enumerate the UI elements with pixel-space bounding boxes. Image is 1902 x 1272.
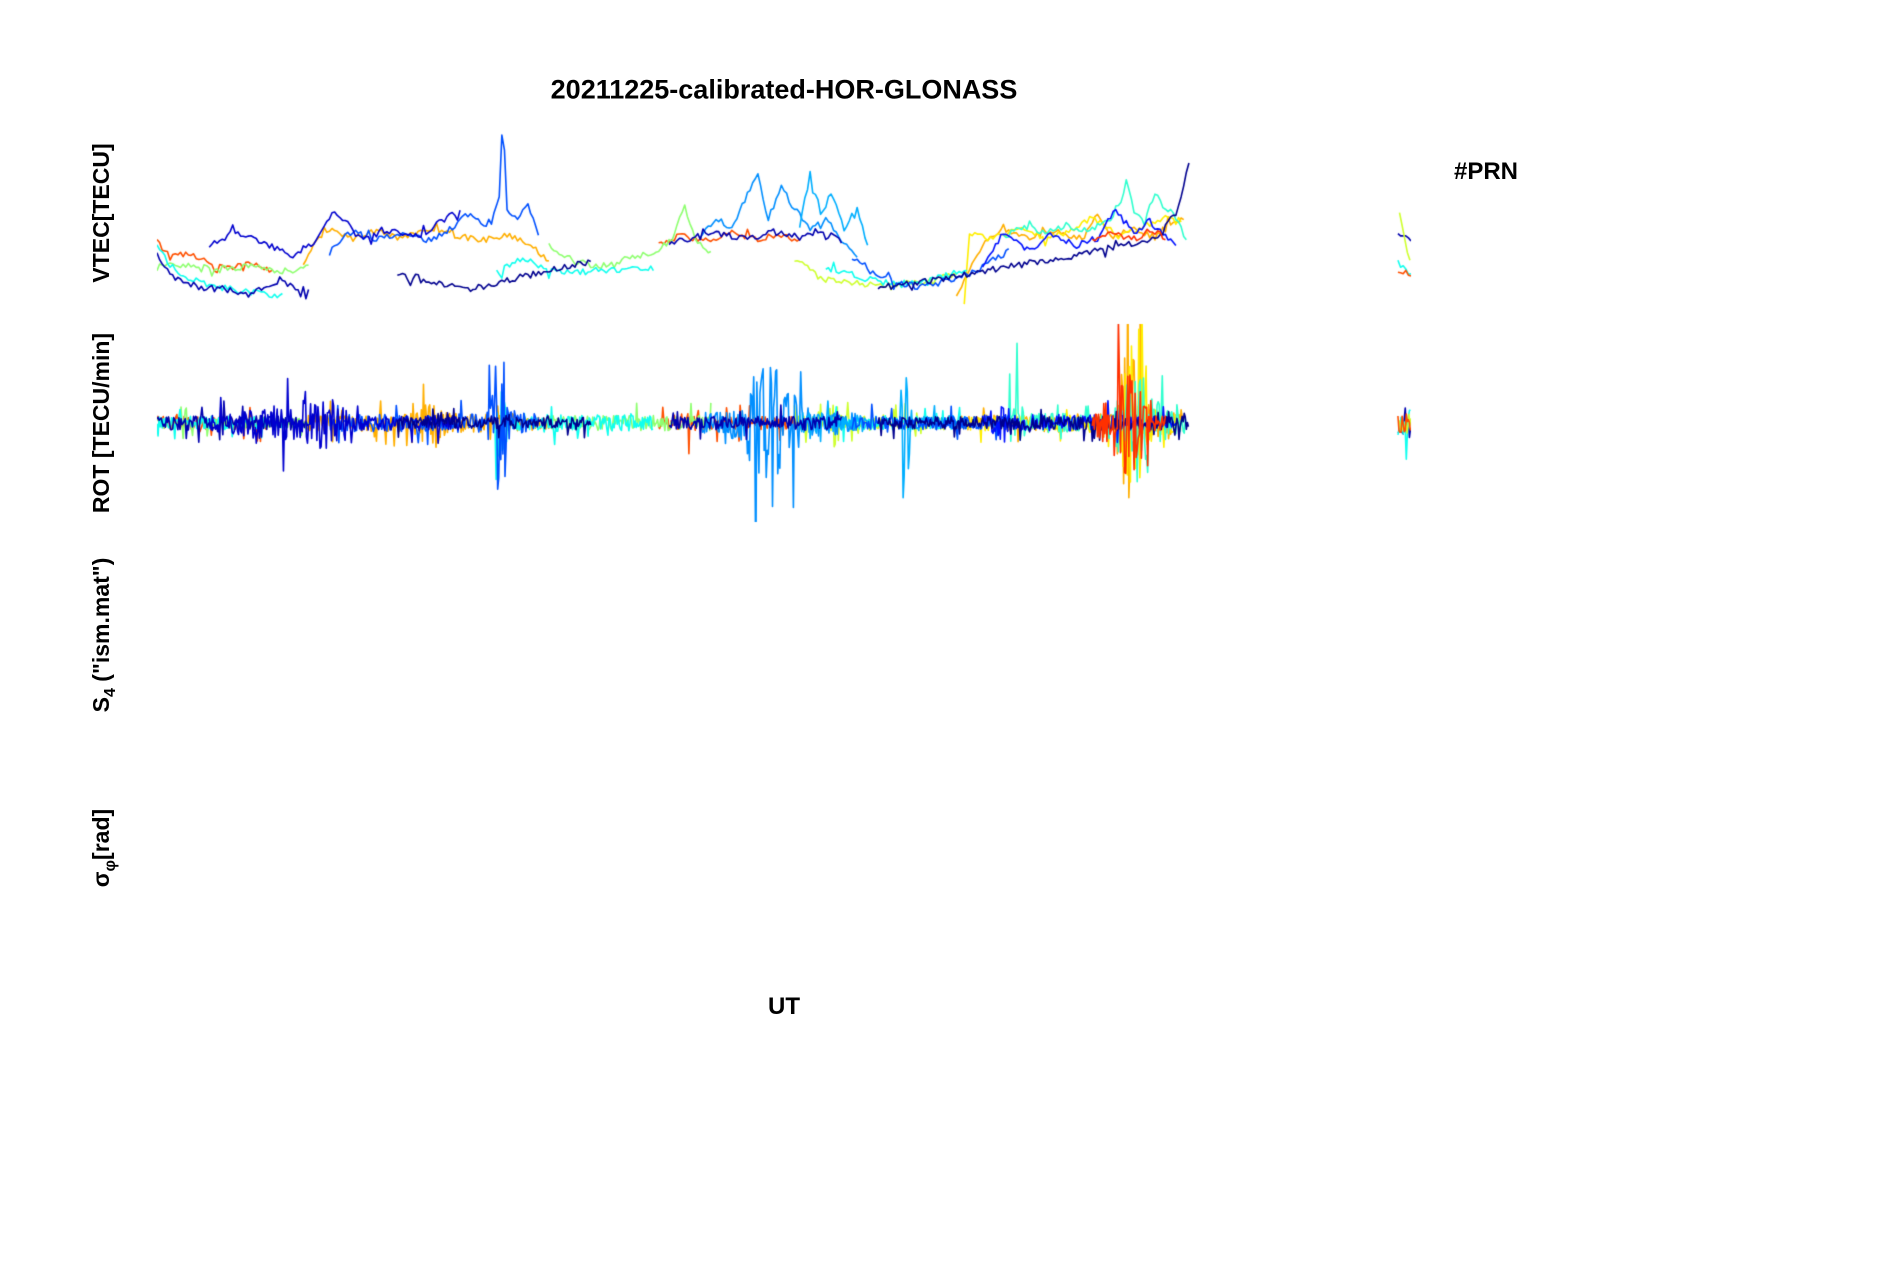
y-axis-label-s4: S4 ("ism.mat")	[88, 558, 120, 713]
ylabel-post: [rad]	[88, 808, 115, 860]
y-axis-label-sigma-phi: σφ[rad]	[88, 809, 120, 887]
y-axis-label-rot: ROT [TECU/min]	[88, 333, 120, 513]
colorbar-title: #PRN	[1453, 158, 1519, 185]
ylabel-text: ROT [TECU/min]	[88, 332, 115, 514]
chart-title: 20211225-calibrated-HOR-GLONASS	[550, 74, 1018, 105]
y-axis-label-vtec: VTEC[TECU]	[88, 143, 120, 282]
ylabel-text: S	[88, 697, 115, 713]
ylabel-sub: φ	[100, 859, 119, 872]
ylabel-text: σ	[88, 871, 115, 888]
x-axis-label: UT	[768, 993, 800, 1020]
ylabel-sub: 4	[100, 688, 119, 698]
ylabel-post: ("ism.mat")	[88, 557, 115, 689]
ylabel-text: VTEC[TECU]	[88, 143, 115, 283]
